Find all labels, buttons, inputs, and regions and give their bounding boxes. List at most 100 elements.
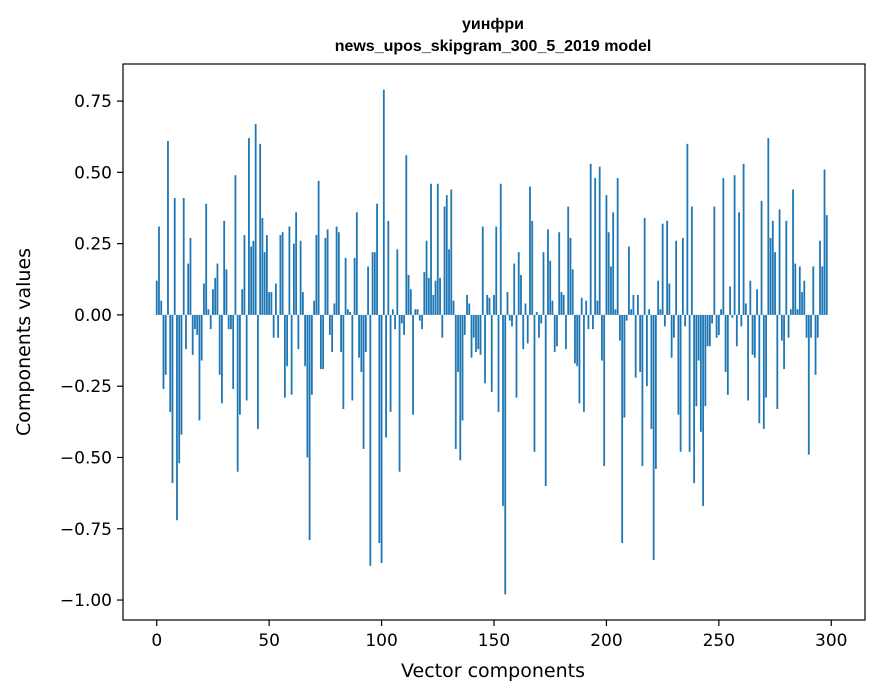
bar <box>697 314 700 361</box>
bar <box>628 246 630 315</box>
x-axis-ticks: 0 50 100 150 200 250 300 <box>151 620 847 651</box>
bar <box>758 314 761 424</box>
bar <box>562 294 565 315</box>
bar <box>751 314 754 355</box>
bar <box>650 314 653 429</box>
bar <box>200 314 203 361</box>
bar <box>324 237 327 315</box>
bar <box>643 217 646 315</box>
bar <box>531 220 534 315</box>
bar <box>619 314 621 341</box>
bar <box>250 246 253 315</box>
bar <box>459 314 462 461</box>
bar <box>538 314 540 338</box>
bar <box>463 314 466 335</box>
bar <box>508 314 511 321</box>
bar <box>549 260 552 315</box>
bar <box>180 314 183 435</box>
bar <box>405 155 408 315</box>
bar <box>753 314 756 358</box>
bar <box>178 314 181 464</box>
bar <box>425 240 428 315</box>
bar <box>191 314 194 355</box>
bar <box>196 314 199 335</box>
bar <box>731 314 734 318</box>
bar <box>369 314 372 566</box>
bar <box>385 314 387 438</box>
bar <box>533 314 536 452</box>
bar <box>333 303 336 315</box>
bar <box>810 314 812 338</box>
bar <box>306 314 309 458</box>
bar <box>349 312 351 315</box>
bar <box>315 235 318 315</box>
bar <box>567 206 570 315</box>
bar <box>252 240 255 315</box>
bar <box>344 257 347 315</box>
bar <box>738 212 740 315</box>
bar <box>699 314 702 432</box>
bar <box>679 314 682 452</box>
bar <box>690 206 693 315</box>
bar <box>376 203 378 315</box>
bar <box>182 198 185 315</box>
bar <box>601 314 603 361</box>
bar <box>592 314 594 330</box>
bar <box>504 314 507 595</box>
x-tick-label: 50 <box>258 631 280 651</box>
bar <box>760 200 763 315</box>
bar <box>646 314 648 387</box>
bar <box>812 266 815 315</box>
bar <box>218 314 221 375</box>
bar <box>484 314 486 384</box>
y-tick-label: 0.50 <box>74 163 112 183</box>
bar <box>223 220 226 315</box>
bar <box>167 140 169 315</box>
bar <box>574 314 576 364</box>
bar <box>594 178 597 315</box>
bar <box>313 300 316 315</box>
bar <box>576 314 579 367</box>
bar <box>353 257 356 315</box>
chart-title: уинфри <box>462 16 524 33</box>
bar <box>490 314 493 392</box>
bar <box>322 314 325 370</box>
bar <box>259 143 262 315</box>
bar <box>239 314 241 415</box>
bar <box>486 294 489 315</box>
bar <box>439 277 441 315</box>
bar <box>598 166 601 315</box>
bar <box>189 237 192 315</box>
bar <box>740 314 743 327</box>
bar <box>207 309 210 315</box>
bar <box>632 294 635 315</box>
bar <box>470 314 473 358</box>
bar <box>659 309 662 315</box>
bar <box>704 314 707 407</box>
bar <box>807 314 810 455</box>
bar <box>742 163 745 315</box>
bar <box>272 314 275 338</box>
bar <box>529 186 531 315</box>
bar <box>657 280 660 315</box>
bar <box>173 198 176 315</box>
bar <box>540 314 543 324</box>
plot-frame <box>122 63 866 621</box>
bar <box>684 314 687 327</box>
bar <box>569 237 572 315</box>
bar <box>203 283 205 315</box>
x-tick-label: 0 <box>151 631 162 651</box>
bar <box>378 314 381 544</box>
bar <box>461 314 464 421</box>
bar <box>522 314 525 350</box>
bar <box>270 292 273 315</box>
bar <box>787 314 790 338</box>
bar <box>805 314 808 338</box>
bar <box>547 229 549 315</box>
bar <box>409 289 412 315</box>
bar <box>351 314 354 401</box>
x-tick-label: 100 <box>365 631 397 651</box>
bar <box>493 294 495 315</box>
bar <box>335 226 338 315</box>
bar <box>688 314 691 452</box>
